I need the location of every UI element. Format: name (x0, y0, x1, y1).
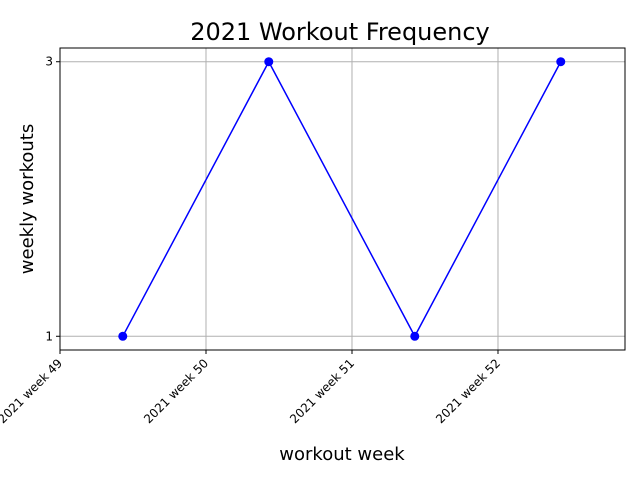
chart-title: 2021 Workout Frequency (190, 18, 490, 46)
y-axis-ticks: 13 (45, 55, 60, 343)
y-tick-label: 1 (45, 329, 53, 343)
series-line (122, 60, 562, 338)
data-point (556, 57, 566, 67)
data-point (410, 331, 420, 341)
data-point (264, 57, 274, 67)
plot-frame (59, 47, 626, 351)
y-tick-label: 3 (45, 55, 53, 69)
series-layer (118, 57, 566, 341)
grid (59, 48, 625, 350)
y-axis-label: weekly workouts (17, 124, 38, 274)
x-axis-label: workout week (279, 444, 405, 465)
data-point (118, 331, 128, 341)
